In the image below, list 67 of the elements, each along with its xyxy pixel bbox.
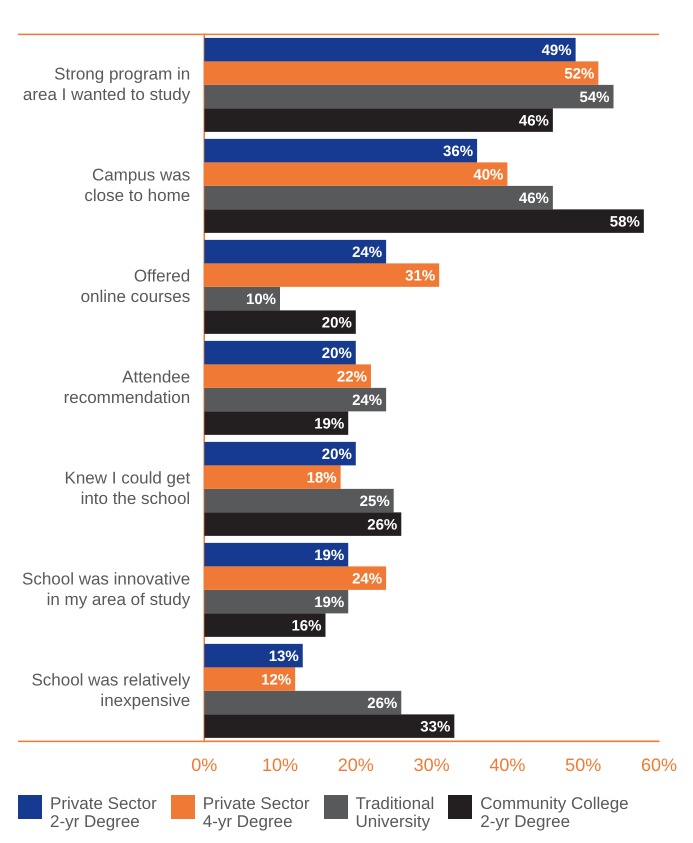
data-label: 26%	[367, 516, 398, 534]
data-label: 20%	[322, 446, 352, 463]
data-label: 20%	[322, 344, 352, 362]
bar	[204, 340, 356, 364]
data-label: 33%	[420, 718, 450, 736]
data-label: 19%	[314, 415, 344, 432]
bar	[204, 644, 303, 668]
y-tick-label: Campus was close to home	[84, 165, 190, 205]
data-label: 22%	[336, 368, 367, 386]
bar	[204, 209, 644, 233]
data-label: 49%	[542, 42, 572, 59]
data-label: 19%	[314, 594, 344, 611]
data-label: 46%	[518, 112, 549, 130]
y-tick-label: School was innovative in my area of study	[22, 569, 191, 609]
data-label: 52%	[564, 65, 594, 82]
data-label: 18%	[306, 469, 337, 486]
data-label: 19%	[314, 546, 344, 564]
data-label: 25%	[360, 492, 390, 510]
y-tick-label: Attendee recommendation	[64, 367, 190, 407]
legend-label: Private Sector 2-yr Degree	[50, 794, 157, 831]
bar	[204, 84, 614, 108]
bar	[204, 590, 348, 614]
bar	[204, 542, 348, 566]
data-label: 54%	[579, 88, 610, 106]
bar	[204, 411, 348, 435]
bar	[204, 38, 576, 62]
data-label: 36%	[443, 142, 474, 160]
bar	[204, 108, 553, 132]
data-label: 46%	[518, 190, 549, 207]
data-label: 40%	[473, 166, 504, 184]
data-label: 10%	[246, 290, 276, 308]
x-tick-label: 0%	[191, 755, 218, 776]
data-label: 24%	[352, 392, 382, 409]
legend-label: Community College 2-yr Degree	[480, 794, 629, 831]
data-label: 13%	[268, 648, 299, 665]
bar	[204, 512, 402, 536]
data-label: 58%	[610, 213, 640, 230]
bar	[204, 714, 454, 738]
bar	[204, 488, 394, 512]
data-label: 24%	[352, 570, 382, 588]
data-label: 31%	[405, 267, 436, 284]
y-tick-label: Strong program in area I wanted to study	[22, 64, 191, 104]
bar	[204, 388, 386, 412]
y-tick-label: Knew I could get into the school	[64, 468, 190, 508]
x-tick-label: 50%	[565, 755, 602, 776]
y-tick-label: Offered online courses	[80, 266, 190, 306]
x-tick-label: 10%	[262, 755, 298, 776]
bar	[204, 186, 553, 210]
legend-label: Private Sector 4-yr Degree	[202, 794, 310, 831]
legend-label: Traditional University	[356, 794, 434, 831]
data-label: 24%	[352, 244, 382, 261]
bar	[204, 690, 402, 714]
bar	[204, 240, 386, 264]
data-label: 16%	[291, 617, 322, 634]
bar	[204, 310, 356, 334]
bar	[204, 613, 326, 637]
data-label: 12%	[261, 671, 292, 688]
x-tick-label: 20%	[338, 755, 374, 776]
bar	[204, 138, 478, 162]
bar	[204, 442, 356, 466]
data-label: 26%	[367, 694, 398, 712]
data-label: 20%	[322, 314, 352, 332]
bar	[204, 286, 280, 310]
x-tick-label: 30%	[414, 755, 450, 776]
y-tick-label: School was relatively inexpensive	[31, 670, 191, 710]
x-tick-label: 60%	[640, 755, 678, 776]
x-tick-label: 40%	[489, 755, 526, 776]
